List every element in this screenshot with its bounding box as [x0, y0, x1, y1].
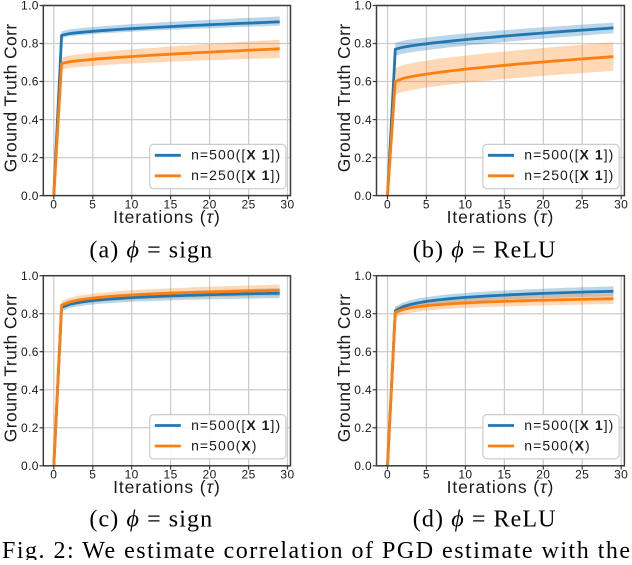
svg-text:5: 5 [423, 197, 430, 211]
svg-text:0.4: 0.4 [354, 113, 372, 127]
svg-text:25: 25 [575, 468, 589, 482]
svg-text:n=250([X 1]): n=250([X 1]) [191, 167, 281, 183]
svg-text:30: 30 [614, 197, 628, 211]
svg-text:20: 20 [536, 468, 550, 482]
svg-text:0.6: 0.6 [21, 345, 39, 359]
svg-text:1.0: 1.0 [354, 269, 372, 283]
svg-text:n=500([X 1]): n=500([X 1]) [524, 147, 614, 163]
svg-text:(b) ϕ = ReLU: (b) ϕ = ReLU [413, 237, 557, 263]
svg-text:0.8: 0.8 [21, 37, 39, 51]
svg-text:Fig. 2: We estimate correlatio: Fig. 2: We estimate correlation of PGD e… [2, 538, 632, 560]
svg-text:n=500(X): n=500(X) [524, 437, 590, 453]
svg-text:n=500([X 1]): n=500([X 1]) [191, 147, 281, 163]
svg-text:Ground Truth Corr: Ground Truth Corr [1, 293, 21, 442]
svg-text:0: 0 [384, 468, 391, 482]
svg-text:0.2: 0.2 [21, 421, 39, 435]
svg-text:0.6: 0.6 [354, 345, 372, 359]
svg-text:(d) ϕ = ReLU: (d) ϕ = ReLU [413, 506, 557, 532]
svg-text:0.4: 0.4 [21, 113, 39, 127]
svg-text:5: 5 [423, 468, 430, 482]
svg-text:15: 15 [164, 468, 178, 482]
svg-text:20: 20 [536, 197, 550, 211]
svg-text:30: 30 [614, 468, 628, 482]
svg-text:15: 15 [497, 197, 511, 211]
svg-text:10: 10 [125, 197, 139, 211]
svg-text:0.2: 0.2 [354, 151, 372, 165]
svg-text:25: 25 [575, 197, 589, 211]
svg-text:0.6: 0.6 [21, 75, 39, 89]
svg-text:0: 0 [384, 197, 391, 211]
svg-text:0.0: 0.0 [21, 189, 39, 203]
svg-text:30: 30 [280, 197, 294, 211]
svg-text:Iterations (τ): Iterations (τ) [113, 477, 221, 497]
svg-text:0.8: 0.8 [21, 307, 39, 321]
svg-text:(a) ϕ = sign: (a) ϕ = sign [89, 237, 213, 263]
svg-text:1.0: 1.0 [21, 269, 39, 283]
svg-text:0.0: 0.0 [354, 189, 372, 203]
svg-text:15: 15 [164, 197, 178, 211]
svg-text:0.4: 0.4 [21, 383, 39, 397]
svg-text:10: 10 [125, 468, 139, 482]
svg-text:5: 5 [89, 197, 96, 211]
svg-text:1.0: 1.0 [354, 0, 372, 13]
svg-text:n=500([X 1]): n=500([X 1]) [524, 417, 614, 433]
svg-text:n=500([X 1]): n=500([X 1]) [191, 417, 281, 433]
svg-text:(c) ϕ = sign: (c) ϕ = sign [89, 506, 213, 532]
svg-text:0: 0 [50, 468, 57, 482]
svg-text:Iterations (τ): Iterations (τ) [447, 477, 555, 497]
svg-text:Ground Truth Corr: Ground Truth Corr [1, 23, 21, 172]
svg-text:25: 25 [242, 468, 256, 482]
svg-text:0: 0 [50, 197, 57, 211]
svg-text:1.0: 1.0 [21, 0, 39, 13]
svg-text:Iterations (τ): Iterations (τ) [113, 207, 221, 227]
svg-text:Ground Truth Corr: Ground Truth Corr [334, 23, 354, 172]
svg-text:15: 15 [497, 468, 511, 482]
svg-text:0.2: 0.2 [354, 421, 372, 435]
svg-text:0.2: 0.2 [21, 151, 39, 165]
svg-text:Iterations (τ): Iterations (τ) [447, 207, 555, 227]
svg-text:20: 20 [203, 468, 217, 482]
svg-text:0.0: 0.0 [354, 459, 372, 473]
svg-text:20: 20 [203, 197, 217, 211]
svg-text:10: 10 [458, 468, 472, 482]
svg-text:0.4: 0.4 [354, 383, 372, 397]
svg-text:30: 30 [280, 468, 294, 482]
svg-text:5: 5 [89, 468, 96, 482]
svg-text:0.8: 0.8 [354, 37, 372, 51]
svg-text:25: 25 [242, 197, 256, 211]
svg-text:n=500(X): n=500(X) [191, 437, 257, 453]
svg-text:0.8: 0.8 [354, 307, 372, 321]
svg-text:10: 10 [458, 197, 472, 211]
svg-text:Ground Truth Corr: Ground Truth Corr [334, 293, 354, 442]
svg-text:n=250([X 1]): n=250([X 1]) [524, 167, 614, 183]
svg-text:0.6: 0.6 [354, 75, 372, 89]
svg-text:0.0: 0.0 [21, 459, 39, 473]
